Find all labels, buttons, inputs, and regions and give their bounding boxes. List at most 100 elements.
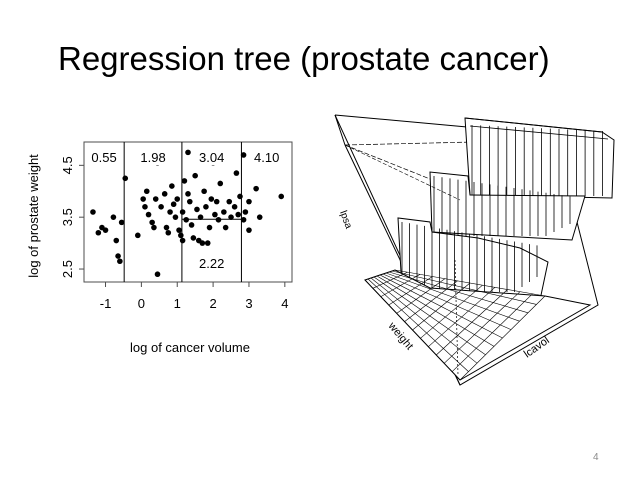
data-point (221, 209, 227, 215)
grid-line (372, 271, 408, 289)
data-point (178, 232, 184, 239)
data-point (212, 211, 218, 218)
grid-line (428, 287, 496, 347)
x-tick-label: 1 (174, 296, 181, 311)
data-point (242, 209, 249, 215)
data-point (176, 227, 182, 233)
z-axis-label: lpsa (337, 209, 354, 230)
data-point (134, 232, 141, 239)
data-point (204, 240, 211, 246)
data-point (194, 206, 200, 213)
data-point (222, 224, 229, 231)
data-point (165, 229, 172, 236)
grid-line (388, 276, 433, 306)
data-point (203, 204, 209, 210)
data-point (256, 214, 263, 220)
grid-line (451, 293, 533, 372)
data-point (183, 216, 190, 223)
region-label: 1.98 (140, 150, 165, 165)
data-point (215, 216, 222, 223)
grid-line (364, 269, 396, 281)
data-point (206, 224, 213, 231)
grid-line (459, 295, 546, 381)
data-point (233, 170, 240, 176)
region-label-bg (196, 256, 227, 271)
data-point (95, 229, 102, 236)
data-point (170, 201, 177, 208)
data-point (235, 211, 242, 218)
data-point (113, 237, 120, 244)
x-tick-label: 3 (245, 296, 252, 311)
data-point (240, 216, 247, 223)
grid-line (404, 280, 458, 322)
data-point (246, 198, 252, 205)
data-point (174, 196, 181, 202)
surface-top-block (464, 117, 615, 199)
x-tick-label: 2 (209, 296, 216, 311)
surface-edge (464, 117, 603, 133)
data-point (192, 172, 198, 179)
data-point (142, 204, 148, 210)
surface-edge (469, 125, 609, 140)
data-point (167, 209, 173, 215)
y-tick-label: 4.5 (60, 156, 75, 174)
data-point (185, 191, 191, 197)
grid-line (412, 282, 471, 331)
data-point (240, 152, 247, 158)
box-edge (334, 114, 346, 146)
region-label: 2.22 (199, 256, 224, 271)
data-point (118, 219, 125, 226)
data-point (151, 224, 157, 231)
data-point (186, 198, 193, 205)
data-point (110, 214, 117, 220)
data-point (278, 193, 285, 200)
data-point (90, 209, 96, 215)
data-point (154, 271, 161, 278)
data-point (161, 191, 168, 197)
data-point (122, 175, 129, 182)
x-tick-label: 4 (281, 296, 288, 311)
data-point (217, 180, 224, 187)
data-point (228, 214, 234, 220)
slide-title: Regression tree (prostate cancer) (58, 40, 550, 77)
data-point (179, 209, 186, 215)
data-point (149, 219, 155, 226)
data-point (199, 240, 206, 246)
data-point (213, 198, 220, 205)
data-point (163, 224, 170, 231)
data-point (181, 178, 188, 184)
data-point (185, 149, 191, 156)
data-point (172, 214, 179, 220)
data-point (152, 196, 159, 202)
data-point (115, 253, 121, 259)
data-point (188, 222, 195, 228)
data-point (231, 204, 238, 210)
data-point (145, 211, 152, 218)
guide-line (454, 259, 459, 376)
grid-line (443, 291, 521, 364)
region-label-bg (138, 150, 169, 165)
data-point (201, 188, 207, 195)
y-tick-label: 2.5 (60, 260, 75, 278)
region-label: 3.04 (199, 150, 224, 165)
region-label: 4.10 (254, 150, 279, 165)
grid-line (396, 278, 446, 314)
data-point (226, 198, 233, 205)
grid-line (380, 274, 421, 297)
data-point (246, 227, 252, 233)
region-label-bg (251, 150, 282, 165)
region-label: 0.55 (91, 150, 116, 165)
y-axis-label: log of prostate weight (26, 154, 41, 278)
data-point (143, 188, 150, 195)
data-point (190, 235, 197, 241)
data-point (102, 227, 109, 233)
x-tick-label: 0 (138, 296, 145, 311)
data-point (237, 193, 243, 200)
data-point (169, 183, 175, 189)
region-label-bg (89, 150, 120, 165)
data-point (197, 214, 204, 220)
plot-frame (83, 141, 293, 283)
y-tick-label: 3.5 (60, 208, 75, 226)
data-point (140, 196, 146, 202)
